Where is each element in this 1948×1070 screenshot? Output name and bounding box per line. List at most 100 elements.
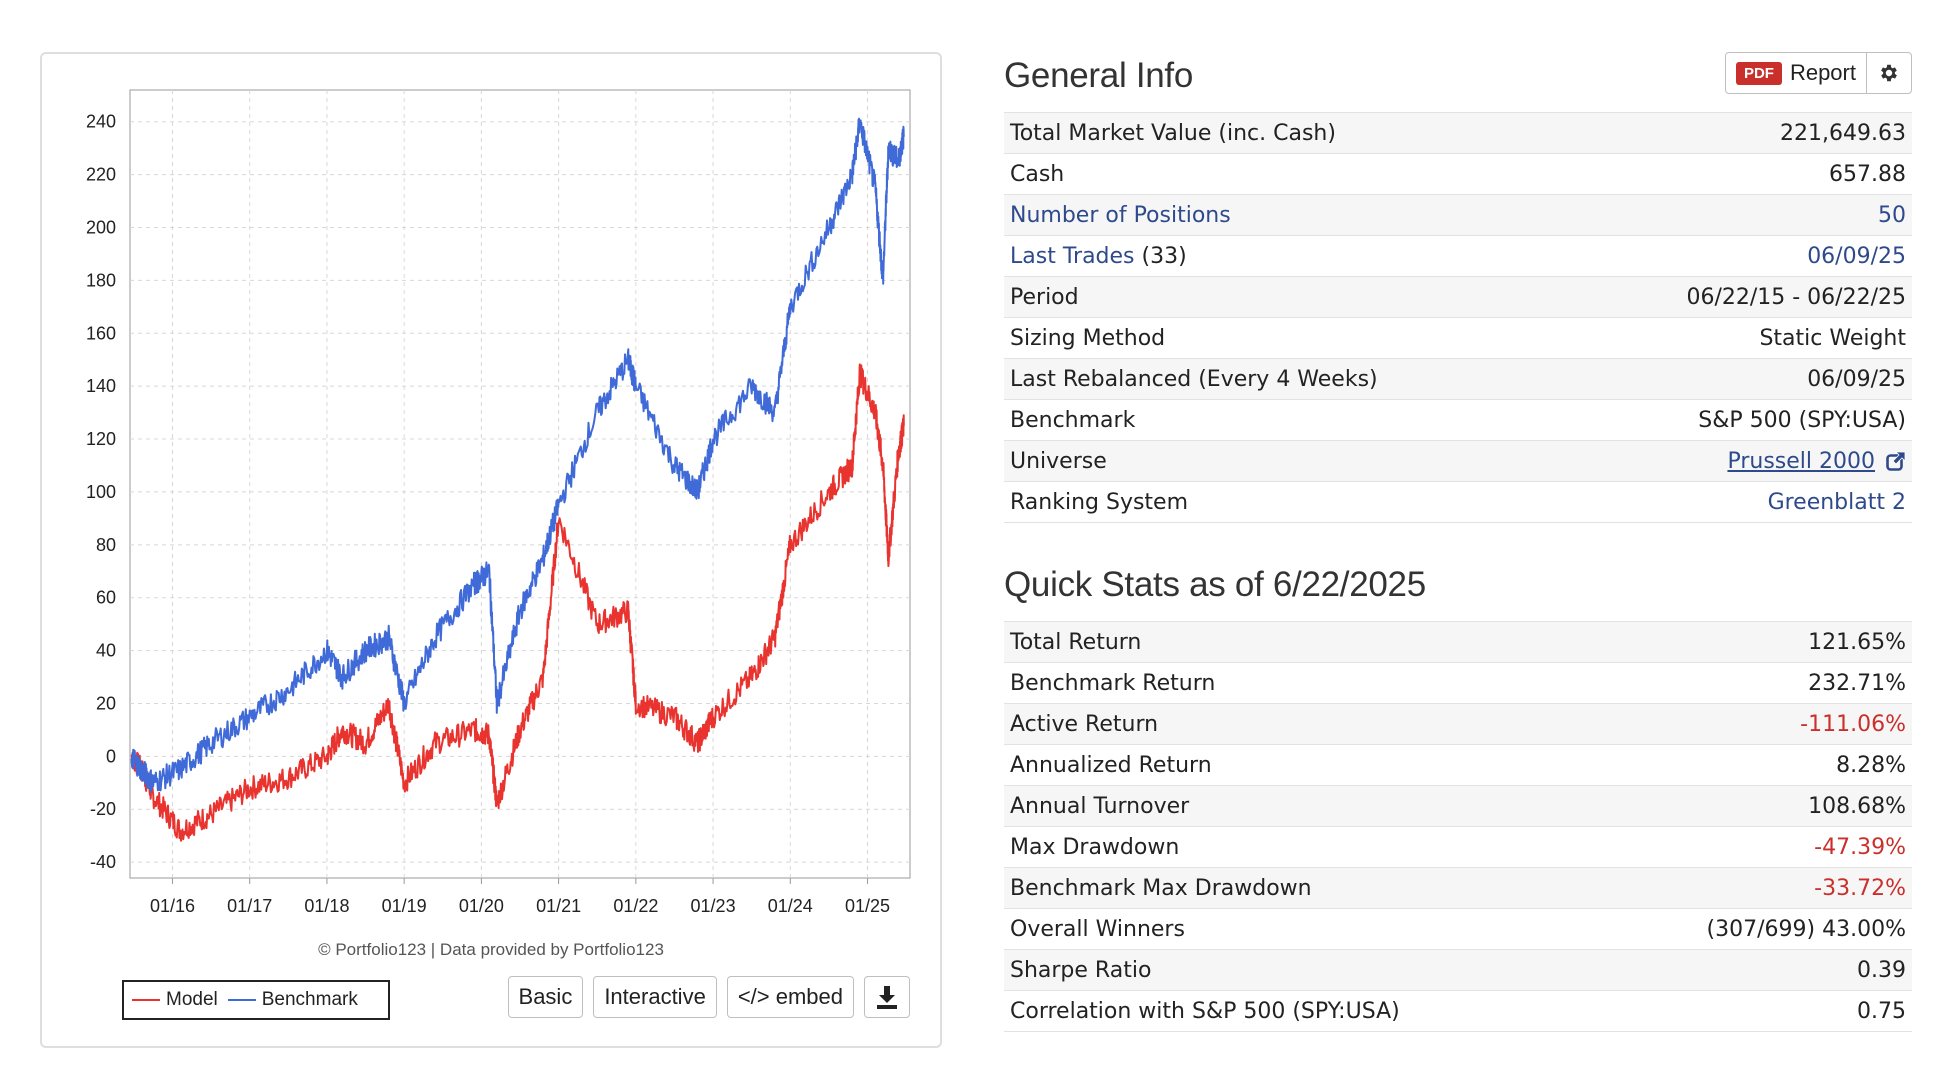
- table-row: Overall Winners (307/699) 43.00%: [1004, 908, 1912, 950]
- last-trades-link[interactable]: Last Trades: [1010, 243, 1135, 269]
- row-label: Correlation with S&P 500 (SPY:USA): [1004, 990, 1599, 1032]
- row-value: 06/09/25: [1568, 358, 1912, 400]
- row-label: Period: [1004, 276, 1568, 318]
- performance-chart[interactable]: 240220200180160140120100806040200-20-400…: [42, 54, 942, 934]
- chart-legend: Model Benchmark: [122, 980, 390, 1020]
- row-label: Last Rebalanced (Every 4 Weeks): [1004, 358, 1568, 400]
- table-row: Correlation with S&P 500 (SPY:USA) 0.75: [1004, 990, 1912, 1032]
- row-value: S&P 500 (SPY:USA): [1568, 399, 1912, 441]
- x-tick-label: 01/19: [382, 896, 427, 916]
- table-row: Benchmark S&P 500 (SPY:USA): [1004, 399, 1912, 441]
- y-tick-label: -40: [90, 852, 116, 872]
- legend-item-model[interactable]: Model: [132, 989, 218, 1011]
- y-tick-label: 80: [96, 535, 116, 555]
- table-row: Total Return 121.65%: [1004, 621, 1912, 663]
- row-value: Static Weight: [1568, 317, 1912, 359]
- legend-item-benchmark[interactable]: Benchmark: [227, 989, 358, 1011]
- y-tick-label: 220: [86, 165, 116, 185]
- row-label: Benchmark Max Drawdown: [1004, 867, 1599, 909]
- row-label: Benchmark: [1004, 399, 1568, 441]
- y-tick-label: 20: [96, 693, 116, 713]
- table-row: Cash 657.88: [1004, 153, 1912, 195]
- y-tick-label: 240: [86, 112, 116, 132]
- row-label: Total Return: [1004, 621, 1599, 663]
- row-value: 06/22/15 - 06/22/25: [1568, 276, 1912, 318]
- x-tick-label: 01/17: [227, 896, 272, 916]
- y-tick-label: 60: [96, 588, 116, 608]
- download-button[interactable]: [864, 976, 910, 1018]
- row-value: 121.65%: [1598, 621, 1912, 663]
- row-value: -33.72%: [1598, 867, 1912, 909]
- table-row: Total Market Value (inc. Cash) 221,649.6…: [1004, 112, 1912, 154]
- x-tick-label: 01/24: [768, 896, 813, 916]
- x-tick-label: 01/22: [613, 896, 658, 916]
- row-value: 108.68%: [1598, 785, 1912, 827]
- row-label: Total Market Value (inc. Cash): [1004, 112, 1568, 154]
- y-tick-label: 100: [86, 482, 116, 502]
- number-of-positions-link[interactable]: Number of Positions: [1010, 202, 1231, 228]
- y-tick-label: 140: [86, 376, 116, 396]
- last-trades-date-link[interactable]: 06/09/25: [1807, 243, 1906, 269]
- row-label: Benchmark Return: [1004, 662, 1599, 704]
- general-info-title: General Info: [1004, 56, 1194, 95]
- download-icon: [877, 986, 897, 1009]
- external-link-icon[interactable]: [1886, 451, 1906, 471]
- interactive-button[interactable]: Interactive: [593, 976, 717, 1018]
- row-label: Universe: [1004, 440, 1568, 482]
- table-row: Max Drawdown -47.39%: [1004, 826, 1912, 868]
- x-tick-label: 01/23: [691, 896, 736, 916]
- table-row: Ranking System Greenblatt 2: [1004, 481, 1912, 523]
- table-row: Active Return -111.06%: [1004, 703, 1912, 745]
- info-panel: General Info PDF Report Total Market Val…: [1004, 40, 1912, 1032]
- series-line-benchmark: [130, 117, 905, 793]
- legend-label-benchmark: Benchmark: [261, 989, 358, 1010]
- report-button-group: PDF Report: [1724, 52, 1912, 94]
- plot-frame: [129, 89, 911, 879]
- x-tick-label: 01/21: [536, 896, 581, 916]
- embed-button[interactable]: </> embed: [726, 976, 854, 1018]
- table-row: Annualized Return 8.28%: [1004, 744, 1912, 786]
- pdf-badge: PDF: [1735, 61, 1782, 85]
- positions-count-link[interactable]: 50: [1878, 202, 1906, 228]
- chart-credit: © Portfolio123 | Data provided by Portfo…: [318, 940, 664, 959]
- y-tick-label: 200: [86, 218, 116, 238]
- legend-label-model: Model: [166, 989, 218, 1010]
- y-tick-label: 180: [86, 270, 116, 290]
- x-tick-label: 01/20: [459, 896, 504, 916]
- row-value: 657.88: [1568, 153, 1912, 195]
- y-tick-label: 120: [86, 429, 116, 449]
- row-value: (307/699) 43.00%: [1598, 908, 1912, 950]
- basic-button[interactable]: Basic: [507, 976, 584, 1018]
- row-label: Annualized Return: [1004, 744, 1599, 786]
- x-tick-label: 01/16: [150, 896, 195, 916]
- pdf-report-button[interactable]: PDF Report: [1726, 53, 1867, 93]
- ranking-system-link[interactable]: Greenblatt 2: [1767, 489, 1906, 515]
- row-value: 8.28%: [1598, 744, 1912, 786]
- row-label: Overall Winners: [1004, 908, 1599, 950]
- row-value: 0.75: [1598, 990, 1912, 1032]
- row-label: Cash: [1004, 153, 1568, 195]
- universe-link[interactable]: Prussell 2000: [1727, 448, 1875, 474]
- row-label: Sharpe Ratio: [1004, 949, 1599, 991]
- x-tick-label: 01/25: [845, 896, 890, 916]
- last-trades-count: (33): [1134, 243, 1187, 269]
- table-row: Sharpe Ratio 0.39: [1004, 949, 1912, 991]
- table-row: Universe Prussell 2000: [1004, 440, 1912, 482]
- row-value: 221,649.63: [1568, 112, 1912, 154]
- y-tick-label: -20: [90, 799, 116, 819]
- quick-stats-table: Total Return 121.65% Benchmark Return 23…: [1004, 621, 1912, 1032]
- y-tick-label: 0: [106, 746, 116, 766]
- row-value: -111.06%: [1598, 703, 1912, 745]
- table-row: Last Rebalanced (Every 4 Weeks) 06/09/25: [1004, 358, 1912, 400]
- table-row: Sizing Method Static Weight: [1004, 317, 1912, 359]
- row-value: 232.71%: [1598, 662, 1912, 704]
- legend-swatch-model: [132, 999, 160, 1001]
- table-row: Number of Positions 50: [1004, 194, 1912, 236]
- row-value: 0.39: [1598, 949, 1912, 991]
- general-info-table: Total Market Value (inc. Cash) 221,649.6…: [1004, 112, 1912, 523]
- row-label: Sizing Method: [1004, 317, 1568, 359]
- table-row: Benchmark Max Drawdown -33.72%: [1004, 867, 1912, 909]
- gear-icon: [1881, 64, 1897, 82]
- legend-swatch-benchmark: [227, 999, 256, 1001]
- settings-button[interactable]: [1867, 53, 1911, 93]
